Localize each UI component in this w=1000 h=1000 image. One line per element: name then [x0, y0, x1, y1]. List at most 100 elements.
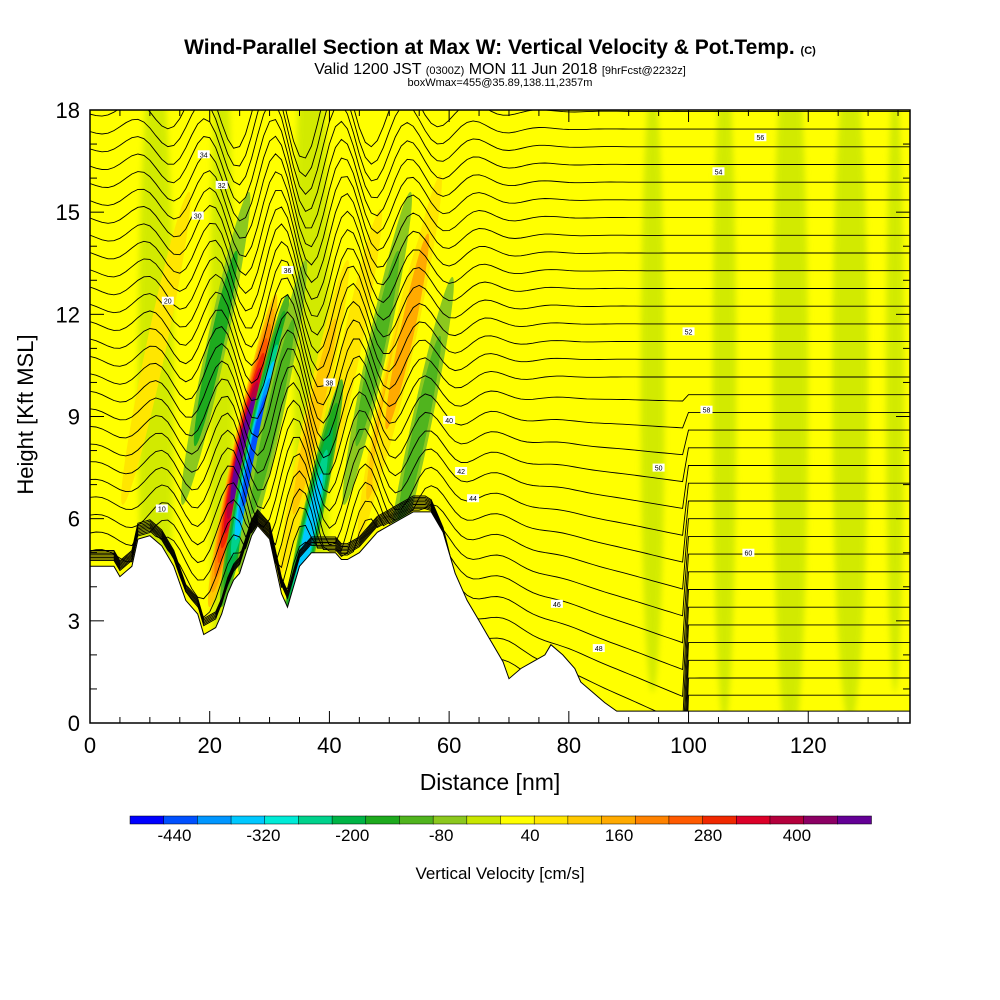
weak-downdraft-band [640, 110, 665, 693]
x-axis-label: Distance [nm] [420, 769, 561, 795]
isentrope-line [90, 506, 910, 644]
forecast-info: [9hrFcst@2232z] [601, 65, 686, 77]
valid-date: MON 11 Jun 2018 [468, 61, 598, 78]
colorbar [129, 815, 872, 825]
colorbar-swatch [837, 815, 872, 825]
svg-text:48: 48 [595, 646, 603, 653]
colorbar-tick-label: 160 [604, 826, 634, 845]
weak-downdraft-band [772, 110, 809, 723]
isentrope-label: 60 [742, 548, 755, 558]
isentrope-label: 34 [197, 150, 210, 159]
title-main: Wind-Parallel Section at Max W: Vertical… [184, 36, 795, 59]
colorbar-swatch [500, 815, 535, 825]
isentrope-label: 56 [754, 133, 767, 142]
colorbar-swatch [298, 815, 333, 825]
svg-text:54: 54 [715, 169, 723, 176]
isentrope-label: 44 [467, 494, 480, 503]
colorbar-swatch [129, 815, 165, 825]
isentrope-line [90, 277, 910, 371]
svg-text:46: 46 [553, 602, 561, 609]
isentrope-label: 50 [652, 463, 665, 473]
weak-downdraft-band [832, 110, 869, 723]
colorbar-tick-label: -80 [428, 826, 454, 845]
svg-text:20: 20 [164, 299, 172, 306]
colorbar-tick-label: -440 [157, 826, 192, 845]
y-tick-label: 15 [56, 200, 80, 225]
svg-text:36: 36 [284, 268, 292, 275]
svg-text:30: 30 [194, 214, 202, 221]
svg-text:38: 38 [326, 380, 334, 387]
colorbar-tick-label: 400 [782, 826, 812, 845]
colorbar-swatch [197, 815, 232, 825]
isentrope-line [90, 436, 910, 536]
weak-downdraft-band [712, 110, 737, 723]
svg-text:34: 34 [200, 152, 208, 159]
isentrope-line [90, 505, 910, 671]
colorbar-swatch [702, 815, 738, 825]
valid-prefix: Valid 1200 JST [314, 61, 422, 78]
isentrope-label: 30 [191, 211, 204, 221]
colorbar-swatch [365, 815, 401, 825]
svg-text:40: 40 [445, 418, 453, 425]
isentrope-label: 46 [550, 599, 563, 609]
svg-text:56: 56 [756, 135, 764, 142]
x-tick-label: 60 [437, 733, 461, 758]
svg-text:50: 50 [655, 466, 663, 473]
colorbar-title: Vertical Velocity [cm/s] [415, 864, 585, 883]
isentrope-line [90, 110, 910, 178]
colorbar-swatch [567, 815, 603, 825]
downdraft-core [237, 259, 308, 574]
colorbar-tick-label: 280 [693, 826, 723, 845]
isentrope-line [90, 399, 910, 494]
isentrope-line [90, 502, 910, 723]
x-tick-label: 20 [197, 733, 221, 758]
colorbar-swatch [803, 815, 839, 825]
updraft-core [279, 259, 350, 574]
isentrope-label: 42 [455, 466, 468, 476]
updraft-core [372, 174, 442, 488]
svg-text:32: 32 [218, 183, 226, 190]
isentrope-line [90, 294, 910, 388]
colorbar-tick-label: 40 [520, 826, 540, 845]
isentrope-line [90, 119, 910, 213]
isentrope-label: 40 [443, 415, 456, 425]
isentrope-label: 10 [155, 504, 168, 513]
box-info: boxWmax=455@35.89,138.11,2357m [407, 77, 593, 89]
title-copyright: (C) [800, 45, 816, 57]
svg-text:60: 60 [744, 551, 752, 558]
isentrope-line [90, 153, 910, 248]
isentrope-line [90, 382, 910, 475]
isentrope-label: 52 [682, 327, 695, 336]
isentropes: 10 20 30 32 34 36 38 40 42 44 46 48 50 52 54 56 58 60 [90, 110, 910, 723]
isentrope-line [90, 206, 910, 300]
svg-text:42: 42 [457, 469, 465, 476]
y-tick-label: 3 [68, 609, 80, 634]
x-tick-label: 0 [84, 733, 96, 758]
colorbar-swatch [399, 815, 434, 825]
isentrope-line [90, 241, 910, 336]
colorbar-swatch [668, 815, 704, 825]
y-tick-label: 12 [56, 302, 80, 327]
colorbar-tick-label: -200 [335, 826, 370, 845]
downdraft-core [384, 277, 454, 591]
isentrope-line [90, 453, 910, 563]
isentrope-line [90, 110, 910, 195]
y-tick-label: 9 [68, 405, 80, 430]
colorbar-swatch [331, 815, 367, 825]
weak-downdraft-band [886, 110, 905, 693]
isentrope-label: 32 [215, 180, 228, 190]
terrain-surface [90, 511, 910, 723]
valid-zulu: (0300Z) [425, 65, 465, 77]
isentrope-line [90, 223, 910, 317]
isentrope-line [90, 329, 910, 424]
svg-text:52: 52 [685, 329, 693, 336]
isentrope-label: 58 [700, 405, 713, 415]
isentrope-label: 48 [592, 644, 605, 653]
chart-title: Wind-Parallel Section at Max W: Vertical… [0, 36, 1000, 60]
isentrope-line [90, 135, 910, 229]
colorbar-swatch [533, 815, 569, 825]
isentrope-line [90, 259, 910, 354]
svg-text:10: 10 [158, 506, 166, 513]
